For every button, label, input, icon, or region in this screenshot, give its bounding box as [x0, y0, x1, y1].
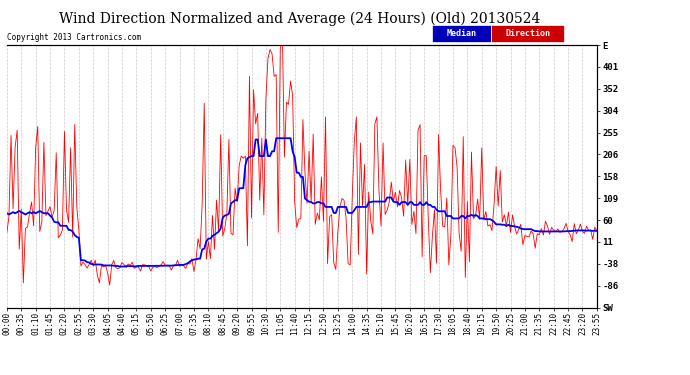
Text: Wind Direction Normalized and Average (24 Hours) (Old) 20130524: Wind Direction Normalized and Average (2…: [59, 11, 541, 26]
Text: Median: Median: [446, 30, 476, 39]
Text: Copyright 2013 Cartronics.com: Copyright 2013 Cartronics.com: [7, 33, 141, 42]
FancyBboxPatch shape: [432, 26, 491, 42]
Text: Direction: Direction: [505, 30, 550, 39]
FancyBboxPatch shape: [491, 26, 564, 42]
